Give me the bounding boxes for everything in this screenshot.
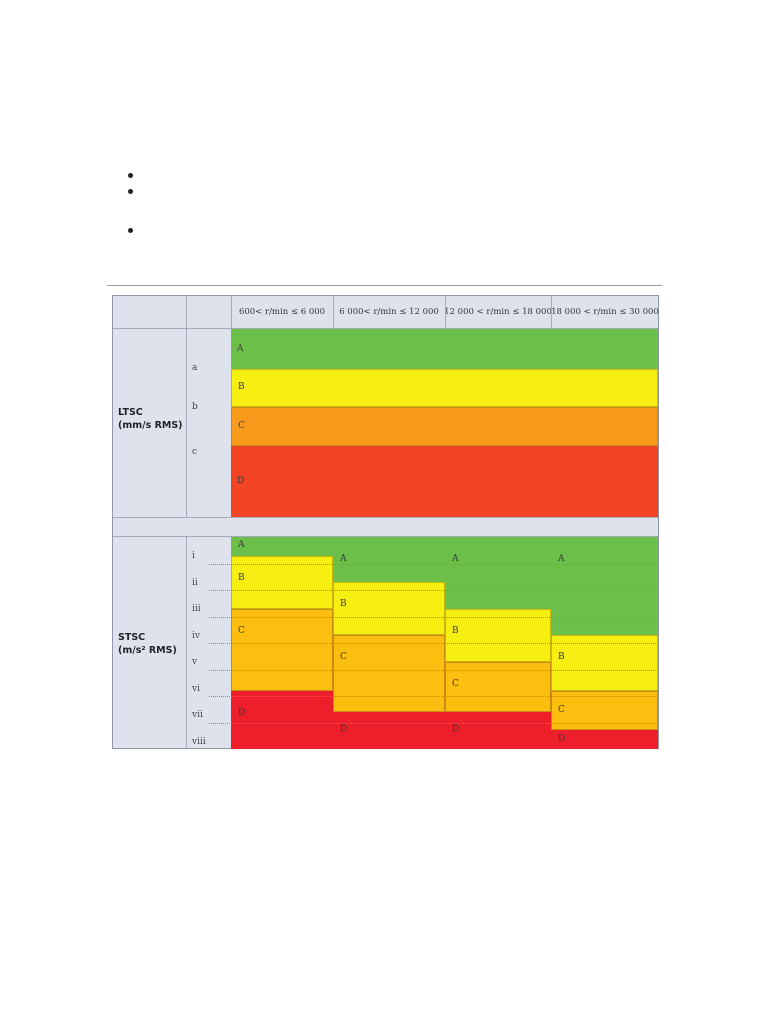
stsc-level-v: v <box>192 657 198 667</box>
zone-grade-label: A <box>340 553 347 564</box>
level-guide-line <box>209 722 658 724</box>
zone-grade-label: A <box>452 554 459 564</box>
header-cell-3: 12 000 < r/min ≤ 18 000 <box>444 307 552 317</box>
stsc-zone-col4-c: C <box>551 690 658 731</box>
stsc-zone-col1-a: A <box>231 537 333 556</box>
stsc-zone-col4-a: A <box>551 537 658 636</box>
level-guide-line <box>209 616 658 618</box>
section-divider <box>107 285 662 286</box>
vibration-severity-table: 600< r/min ≤ 6 000 6 000< r/min ≤ 12 000… <box>112 295 659 749</box>
bullet-dot <box>128 189 133 194</box>
ltsc-label-unit: (mm/s RMS) <box>118 420 183 431</box>
stsc-zone-col3-d: D <box>445 711 551 749</box>
level-guide-line <box>209 669 658 671</box>
stsc-label-unit: (m/s² RMS) <box>118 645 177 656</box>
zone-grade-label: B <box>452 625 459 636</box>
zone-grade-label: B <box>238 572 245 583</box>
header-cell-1: 600< r/min ≤ 6 000 <box>238 307 326 317</box>
zone-grade-label: A <box>238 540 245 551</box>
stsc-zone-col1-d: D <box>231 690 333 749</box>
stsc-zone-col1-c: C <box>231 608 333 691</box>
stsc-level-vi: vi <box>192 683 200 694</box>
ltsc-zone-c: C <box>231 407 658 446</box>
header-cell-4: 18 000 < r/min ≤ 30 000 <box>551 307 659 317</box>
zone-grade-label: D <box>558 733 566 744</box>
level-guide-line <box>209 696 658 697</box>
level-guide-line <box>209 563 658 565</box>
stsc-level-iv: iv <box>192 630 200 641</box>
ltsc-zone-a: A <box>231 329 658 369</box>
stsc-zone-col2-d: D <box>333 711 445 749</box>
stsc-zone-col2-c: C <box>333 635 445 712</box>
ltsc-label-title: LTSC <box>118 407 143 418</box>
stsc-zone-col2-a: A <box>333 537 445 583</box>
zone-grade-label: D <box>238 707 246 718</box>
stsc-level-viii: viii <box>192 736 206 747</box>
stsc-level-ii: ii <box>192 577 198 588</box>
stsc-zone-col4-b: B <box>551 635 658 691</box>
ltsc-zone-d: D <box>231 446 658 517</box>
ltsc-level-c: c <box>192 447 198 457</box>
header-cell-2: 6 000< r/min ≤ 12 000 <box>339 307 439 317</box>
ltsc-label: LTSC (mm/s RMS) <box>118 406 186 432</box>
zone-grade-label: D <box>340 724 348 735</box>
zone-grade-label: C <box>452 678 459 689</box>
zone-grade-label: A <box>558 554 565 564</box>
stsc-zone-col3-a: A <box>445 537 551 609</box>
ltsc-level-a: a <box>192 363 198 373</box>
stsc-zone-col4-d: D <box>551 730 658 749</box>
stsc-label-title: STSC <box>118 632 146 643</box>
bullet-dot <box>128 228 133 233</box>
zone-grade-label: C <box>558 704 565 715</box>
zone-grade-label: D <box>452 724 460 735</box>
ltsc-zone-b: B <box>231 369 658 407</box>
stsc-level-vii: vii <box>192 710 203 720</box>
ltsc-level-b: b <box>192 402 198 412</box>
stsc-level-iii: iii <box>192 604 201 614</box>
stsc-label: STSC (m/s² RMS) <box>118 631 186 657</box>
zone-grade-label: B <box>558 652 565 663</box>
level-guide-line <box>209 590 658 591</box>
stsc-level-i: i <box>192 551 195 561</box>
level-guide-line <box>209 643 658 644</box>
zone-grade-label: B <box>340 599 347 610</box>
zone-grade-label: C <box>238 625 245 636</box>
bullet-dot <box>128 173 133 178</box>
zone-grade-label: C <box>340 652 347 663</box>
